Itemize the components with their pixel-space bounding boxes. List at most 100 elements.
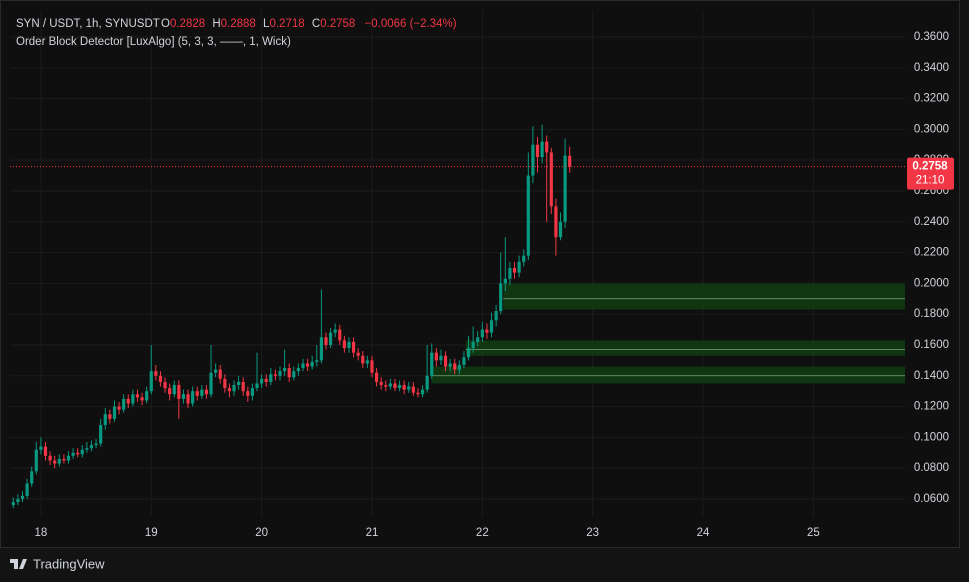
y-tick-label: 0.1400 xyxy=(914,370,949,382)
candle-body xyxy=(443,355,448,367)
candle-body xyxy=(85,448,89,450)
candle-body xyxy=(34,449,38,472)
candle-body xyxy=(214,369,218,373)
candle-body xyxy=(397,385,402,389)
candles xyxy=(10,124,905,509)
candle-body xyxy=(393,383,397,389)
candle-body xyxy=(466,348,471,358)
candle-body xyxy=(264,378,268,382)
candle-body xyxy=(425,375,429,390)
y-tick-label: 0.1600 xyxy=(914,339,949,351)
ohlc-value: 0.2828 xyxy=(170,18,205,30)
candle-body xyxy=(186,394,190,404)
ohlc-value: 0.2758 xyxy=(320,18,355,30)
candle-body xyxy=(209,372,213,395)
candle-body xyxy=(471,341,475,349)
candle-body xyxy=(126,398,130,404)
candle-body xyxy=(122,398,126,410)
candle-body xyxy=(361,355,365,364)
candle-body xyxy=(347,341,351,349)
ohlc-label: H xyxy=(212,18,220,30)
x-tick-label: 20 xyxy=(255,527,268,539)
y-tick-label: 0.2200 xyxy=(914,247,949,259)
candle-body xyxy=(177,385,181,399)
x-tick-label: 23 xyxy=(586,527,599,539)
x-tick-label: 22 xyxy=(476,527,489,539)
chart-panel xyxy=(0,0,960,548)
order-blocks xyxy=(431,283,905,384)
ohlc-label: L xyxy=(263,18,270,30)
candle-body xyxy=(246,391,250,396)
candle-body xyxy=(76,452,80,455)
candle-body xyxy=(204,389,209,395)
candle-body xyxy=(223,378,227,389)
candle-body xyxy=(89,445,94,449)
candle-body xyxy=(379,381,383,386)
candle-body xyxy=(338,329,342,341)
candle-body xyxy=(292,371,296,378)
candle-body xyxy=(315,360,319,362)
candle-body xyxy=(135,394,140,398)
order-block xyxy=(431,366,905,384)
candle-body xyxy=(25,483,29,496)
candle-body xyxy=(232,385,236,392)
y-tick-label: 0.2000 xyxy=(914,277,949,289)
candle-body xyxy=(283,368,287,372)
candle-body xyxy=(388,383,392,387)
y-tick-label: 0.3400 xyxy=(914,62,949,74)
y-tick-label: 0.1800 xyxy=(914,308,949,320)
candle-body xyxy=(16,498,20,503)
candle-body xyxy=(568,155,572,167)
candle-body xyxy=(158,375,163,382)
axes: 0.0600 0.0800 0.1000 0.1200 0.1400 0.1600 0.18… xyxy=(35,31,954,539)
x-tick-label: 21 xyxy=(366,527,379,539)
candle-body xyxy=(20,495,25,499)
candle-body xyxy=(356,352,360,356)
candle-body xyxy=(172,385,176,395)
candle-body xyxy=(554,206,558,238)
candle-body xyxy=(342,340,346,349)
candle-body xyxy=(494,311,498,321)
candle-body xyxy=(462,357,466,365)
candle-body xyxy=(480,329,484,338)
x-tick-label: 25 xyxy=(807,527,820,539)
candle-body xyxy=(328,332,333,345)
y-tick-label: 0.0600 xyxy=(914,493,949,505)
ohlc-value: 0.2718 xyxy=(269,18,304,30)
x-tick-label: 19 xyxy=(145,527,158,539)
candle-body xyxy=(517,261,521,273)
candle-body xyxy=(319,337,323,361)
candle-body xyxy=(420,389,425,395)
candle-body xyxy=(540,141,544,158)
candle-body xyxy=(39,446,43,450)
ohlc-label: C xyxy=(312,18,320,30)
candle-body xyxy=(324,337,328,345)
candle-body xyxy=(278,371,282,376)
ohlc-value: 0.2888 xyxy=(221,18,256,30)
candle-body xyxy=(407,386,411,390)
candle-body xyxy=(250,388,255,396)
y-tick-label: 0.0800 xyxy=(914,462,949,474)
brand-logo xyxy=(10,559,27,569)
candle-body xyxy=(117,406,121,410)
candle-body xyxy=(71,452,75,456)
candle-body xyxy=(48,455,52,461)
candle-body xyxy=(434,352,438,361)
indicator-label: Order Block Detector [LuxAlgo] (5, 3, 3,… xyxy=(16,36,291,48)
x-tick-label: 24 xyxy=(697,527,710,539)
last-price-box xyxy=(907,157,954,190)
y-tick-label: 0.1000 xyxy=(914,431,949,443)
candle-body xyxy=(370,360,374,373)
order-block xyxy=(503,283,905,310)
candle-body xyxy=(218,369,222,379)
candle-body xyxy=(545,141,549,153)
y-tick-label: 0.1200 xyxy=(914,401,949,413)
candle-body xyxy=(301,363,305,369)
candle-body xyxy=(80,449,84,455)
brand: TradingView xyxy=(33,556,105,571)
candle-body xyxy=(476,337,480,342)
y-tick-label: 0.3600 xyxy=(914,31,949,43)
candle-body xyxy=(508,267,512,279)
